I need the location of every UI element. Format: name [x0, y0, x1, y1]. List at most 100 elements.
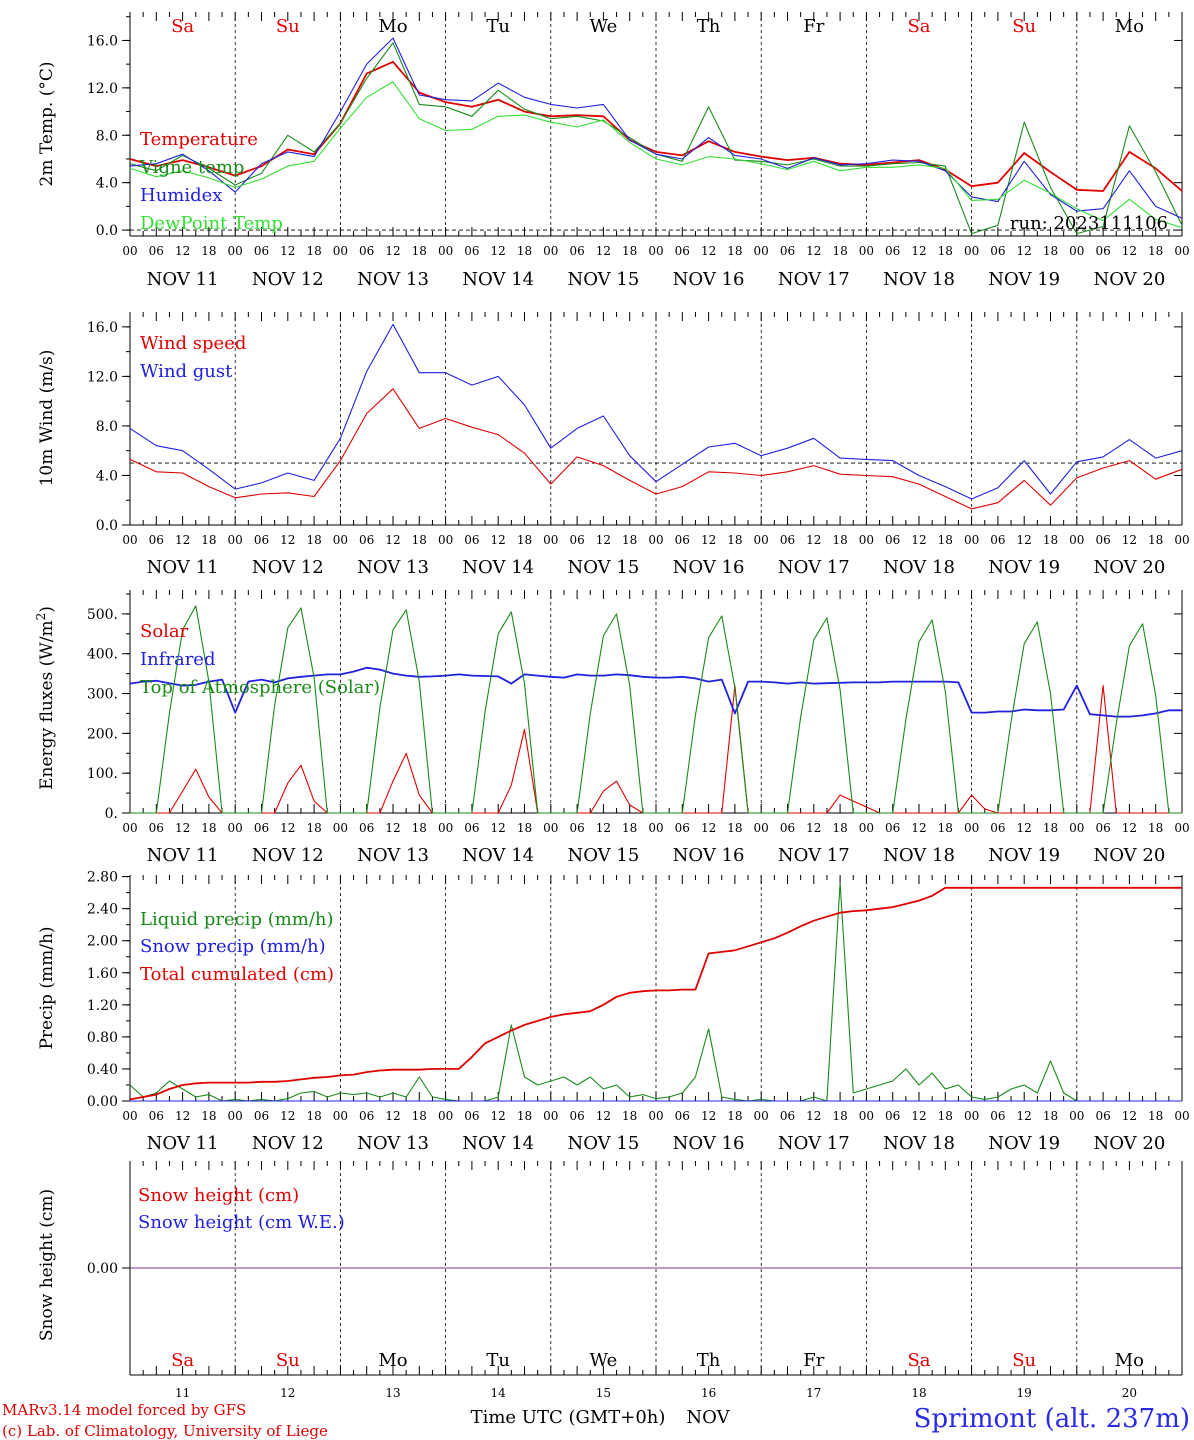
- hour-label: 12: [911, 533, 926, 547]
- hour-label: 18: [306, 1109, 321, 1123]
- hour-label: 00: [543, 821, 558, 835]
- hour-label: 06: [990, 244, 1005, 258]
- day-name: Su: [276, 1350, 300, 1371]
- hour-label: 00: [543, 244, 558, 258]
- day-name: Mo: [378, 16, 407, 37]
- y-tick-label: 1.20: [87, 998, 118, 1014]
- hour-label: 00: [228, 821, 243, 835]
- hour-label: 18: [938, 244, 953, 258]
- y-tick-label: 0.00: [87, 1094, 118, 1110]
- hour-label: 18: [201, 533, 216, 547]
- date-label: NOV 13: [357, 269, 429, 290]
- hour-label: 00: [333, 821, 348, 835]
- hour-label: 18: [832, 1109, 847, 1123]
- series-line-infrared: [129, 666, 1182, 718]
- hour-label: 12: [701, 244, 716, 258]
- hour-label: 12: [280, 244, 295, 258]
- y-tick-label: 300.: [87, 687, 118, 703]
- hour-label: 00: [1174, 244, 1189, 258]
- series-line-humidex: [129, 37, 1183, 219]
- hour-label: 00: [1174, 533, 1189, 547]
- legend-liquid-precip: Liquid precip (mm/h): [140, 909, 334, 930]
- y-tick-label: 200.: [87, 726, 118, 742]
- hour-label: 12: [175, 821, 190, 835]
- wind-y-label: 10m Wind (m/s): [37, 350, 57, 487]
- model-credit: MARv3.14 model forced by GFS: [2, 1401, 246, 1419]
- hour-label: 18: [622, 533, 637, 547]
- day-name: Sa: [907, 1350, 930, 1371]
- hour-label: 18: [412, 244, 427, 258]
- hour-label: 06: [780, 244, 795, 258]
- day-name: Sa: [171, 1350, 194, 1371]
- hour-label: 06: [990, 1109, 1005, 1123]
- legend-toa-solar: Top of Atmosphere (Solar): [140, 677, 380, 698]
- date-label: NOV 13: [357, 557, 429, 578]
- hour-label: 12: [280, 821, 295, 835]
- hour-label: 18: [1148, 821, 1163, 835]
- hour-label: 00: [122, 533, 137, 547]
- y-tick-label: 400.: [87, 647, 118, 663]
- hour-label: 00: [228, 1109, 243, 1123]
- panel-3-layer: 2.80 2.40 2.00 1.60 1.20 0.80 0.40 0.00 00 06 12 18…: [87, 870, 1190, 1154]
- hour-label: 06: [359, 533, 374, 547]
- date-label: NOV 14: [462, 557, 534, 578]
- hour-label: 06: [675, 533, 690, 547]
- hour-label: 18: [622, 821, 637, 835]
- hour-label: 06: [885, 821, 900, 835]
- y-tick-label: 2.40: [87, 902, 118, 918]
- date-label: NOV 18: [883, 845, 955, 866]
- y-tick-label: 100.: [87, 766, 118, 782]
- temperature-y-label: 2m Temp. (°C): [37, 61, 57, 186]
- hour-label: 12: [280, 533, 295, 547]
- hour-label: 00: [648, 533, 663, 547]
- legend-snow-precip: Snow precip (mm/h): [140, 936, 326, 957]
- day-name: Fr: [803, 16, 824, 37]
- day-number: 13: [385, 1386, 400, 1400]
- hour-label: 12: [806, 1109, 821, 1123]
- date-label: NOV 12: [252, 845, 324, 866]
- hour-label: 06: [675, 244, 690, 258]
- date-label: NOV 17: [778, 269, 850, 290]
- y-tick-label: 4.0: [96, 468, 118, 484]
- hour-label: 12: [175, 1109, 190, 1123]
- date-label: NOV 12: [252, 269, 324, 290]
- y-tick-label: 0.40: [87, 1062, 118, 1078]
- hour-label: 18: [201, 244, 216, 258]
- hour-label: 06: [780, 1109, 795, 1123]
- hour-label: 00: [122, 244, 137, 258]
- y-tick-label: 2.80: [87, 870, 118, 886]
- y-tick-label: 16.0: [87, 320, 118, 336]
- panel-2-layer: 500. 400. 300. 200. 100. 0. 00 06 12 18 00 06 12 18 00…: [87, 590, 1190, 866]
- station-name: Sprimont (alt. 237m): [914, 1404, 1190, 1434]
- hour-label: 06: [254, 1109, 269, 1123]
- day-name: Su: [1012, 1350, 1036, 1371]
- day-name: Sa: [171, 16, 194, 37]
- hour-label: 06: [1095, 821, 1110, 835]
- date-label: NOV 15: [567, 845, 639, 866]
- hour-label: 12: [701, 1109, 716, 1123]
- hour-label: 06: [464, 533, 479, 547]
- day-name: Mo: [1115, 16, 1144, 37]
- day-number: 16: [701, 1386, 716, 1400]
- hour-label: 12: [701, 533, 716, 547]
- hour-label: 00: [648, 821, 663, 835]
- hour-label: 18: [727, 244, 742, 258]
- hour-label: 06: [359, 244, 374, 258]
- hour-label: 12: [385, 244, 400, 258]
- y-tick-label: 500.: [87, 607, 118, 623]
- hour-label: 12: [911, 821, 926, 835]
- hour-label: 00: [859, 1109, 874, 1123]
- hour-label: 12: [1122, 1109, 1137, 1123]
- hour-label: 18: [201, 821, 216, 835]
- day-number: 11: [175, 1386, 190, 1400]
- hour-label: 06: [149, 821, 164, 835]
- hour-label: 12: [1017, 533, 1032, 547]
- hour-label: 06: [254, 533, 269, 547]
- hour-label: 00: [228, 533, 243, 547]
- day-name: Su: [276, 16, 300, 37]
- hour-label: 06: [464, 821, 479, 835]
- temperature-panel: 2m Temp. (°C) 16.0 12.0 8.0 4.0 0.0 00 06 12 18 0…: [37, 12, 1190, 290]
- hour-label: 00: [333, 244, 348, 258]
- date-label: NOV 17: [778, 845, 850, 866]
